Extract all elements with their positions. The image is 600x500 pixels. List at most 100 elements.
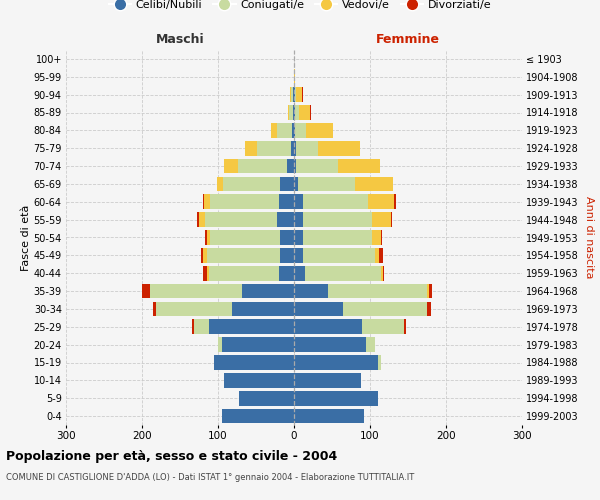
Bar — [305, 266, 382, 280]
Bar — [206, 248, 280, 262]
Bar — [366, 338, 376, 352]
Bar — [355, 176, 393, 191]
Bar — [142, 284, 149, 298]
Bar — [245, 141, 257, 156]
Bar — [280, 230, 294, 245]
Bar — [197, 212, 199, 227]
Bar — [295, 123, 306, 138]
Bar — [294, 230, 303, 245]
Bar — [203, 266, 206, 280]
Bar — [224, 158, 238, 174]
Bar — [294, 105, 295, 120]
Bar — [328, 284, 427, 298]
Bar — [294, 266, 305, 280]
Bar — [294, 391, 377, 406]
Bar — [205, 194, 211, 209]
Bar — [218, 338, 222, 352]
Bar — [427, 284, 428, 298]
Bar — [194, 320, 209, 334]
Bar — [203, 194, 205, 209]
Legend: Celibi/Nubili, Coniugati/e, Vedovi/e, Divorziati/e: Celibi/Nubili, Coniugati/e, Vedovi/e, Di… — [104, 0, 496, 14]
Bar — [222, 409, 294, 424]
Bar — [380, 230, 382, 245]
Text: Femmine: Femmine — [376, 34, 440, 46]
Bar — [379, 248, 383, 262]
Y-axis label: Anni di nascita: Anni di nascita — [584, 196, 595, 279]
Bar — [242, 284, 294, 298]
Bar — [289, 105, 293, 120]
Bar — [222, 338, 294, 352]
Bar — [201, 248, 203, 262]
Bar — [294, 176, 298, 191]
Bar — [238, 158, 287, 174]
Bar — [239, 391, 294, 406]
Y-axis label: Fasce di età: Fasce di età — [20, 204, 31, 270]
Bar — [277, 123, 292, 138]
Bar — [371, 230, 380, 245]
Bar — [199, 212, 205, 227]
Bar — [291, 141, 294, 156]
Bar — [303, 230, 371, 245]
Bar — [257, 141, 291, 156]
Bar — [294, 284, 328, 298]
Bar — [404, 320, 406, 334]
Bar — [206, 230, 211, 245]
Bar — [382, 266, 383, 280]
Bar — [296, 158, 338, 174]
Bar — [394, 194, 396, 209]
Bar — [205, 212, 277, 227]
Bar — [293, 88, 294, 102]
Bar — [271, 123, 277, 138]
Bar — [277, 212, 294, 227]
Bar — [292, 123, 294, 138]
Bar — [294, 158, 296, 174]
Bar — [302, 88, 303, 102]
Bar — [294, 212, 303, 227]
Bar — [294, 373, 361, 388]
Bar — [427, 302, 431, 316]
Bar — [303, 194, 368, 209]
Bar — [211, 230, 280, 245]
Bar — [294, 338, 366, 352]
Bar — [214, 355, 294, 370]
Bar — [279, 266, 294, 280]
Bar — [279, 194, 294, 209]
Bar — [294, 123, 295, 138]
Bar — [294, 248, 303, 262]
Bar — [294, 302, 343, 316]
Bar — [368, 194, 394, 209]
Bar — [343, 302, 427, 316]
Bar — [319, 141, 360, 156]
Bar — [232, 302, 294, 316]
Bar — [306, 123, 333, 138]
Bar — [391, 212, 392, 227]
Bar — [362, 320, 404, 334]
Bar — [299, 105, 310, 120]
Bar — [149, 284, 242, 298]
Bar — [280, 248, 294, 262]
Bar — [377, 355, 382, 370]
Bar — [303, 212, 371, 227]
Bar — [206, 266, 209, 280]
Bar — [203, 248, 206, 262]
Bar — [296, 141, 319, 156]
Bar — [296, 88, 302, 102]
Bar — [310, 105, 311, 120]
Bar — [288, 105, 289, 120]
Bar — [294, 141, 296, 156]
Bar — [209, 266, 279, 280]
Bar — [294, 70, 295, 84]
Bar — [295, 105, 299, 120]
Bar — [205, 230, 206, 245]
Bar — [290, 88, 291, 102]
Bar — [294, 320, 362, 334]
Bar — [152, 302, 155, 316]
Bar — [294, 355, 377, 370]
Bar — [223, 176, 280, 191]
Bar — [287, 158, 294, 174]
Bar — [294, 194, 303, 209]
Text: Popolazione per età, sesso e stato civile - 2004: Popolazione per età, sesso e stato civil… — [6, 450, 337, 463]
Bar — [291, 88, 293, 102]
Bar — [280, 176, 294, 191]
Text: Maschi: Maschi — [155, 34, 205, 46]
